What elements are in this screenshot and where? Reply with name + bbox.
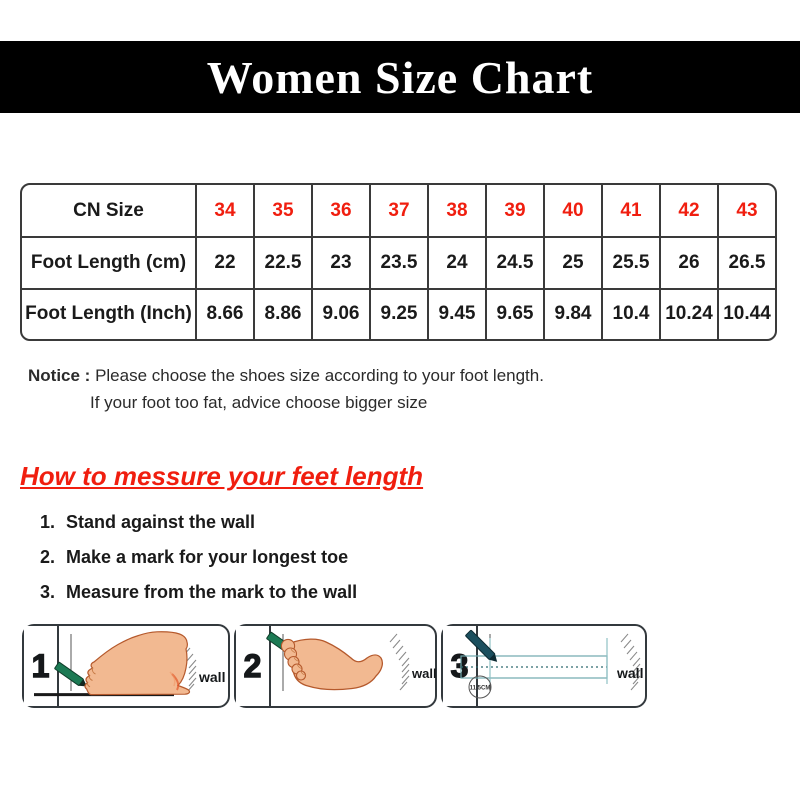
svg-text:11.5CM: 11.5CM	[470, 686, 491, 692]
svg-text:wall: wall	[616, 665, 643, 681]
svg-text:wall: wall	[411, 666, 437, 681]
svg-text:wall: wall	[198, 669, 225, 685]
